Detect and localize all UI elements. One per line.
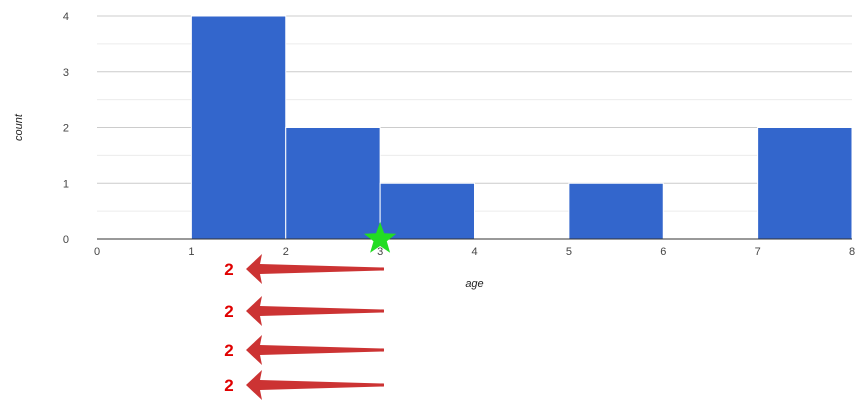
histogram-bar	[285, 127, 381, 240]
x-tick-label: 7	[755, 246, 761, 258]
bars	[190, 15, 853, 240]
x-tick-label: 2	[283, 246, 289, 258]
y-tick-labels: 0 1 2 3 4	[63, 11, 69, 246]
left-arrow-icon	[246, 370, 384, 400]
arrow-label: 2	[224, 376, 233, 395]
x-tick-label: 8	[849, 246, 855, 258]
x-tick-label: 0	[94, 246, 100, 258]
x-tick-label: 5	[566, 246, 572, 258]
histogram-bar	[568, 182, 664, 240]
annotation-arrows: 2 2 2 2	[224, 254, 384, 400]
histogram-bar	[190, 15, 287, 240]
arrow-annotation: 2	[224, 254, 384, 284]
y-tick-label: 1	[63, 178, 69, 190]
x-tick-label: 4	[471, 246, 477, 258]
left-arrow-icon	[246, 335, 384, 365]
arrow-label: 2	[224, 302, 233, 321]
x-tick-label: 3	[377, 246, 383, 258]
x-tick-label: 1	[188, 246, 194, 258]
x-tick-label: 6	[660, 246, 666, 258]
star-marker	[364, 222, 397, 253]
arrow-annotation: 2	[224, 370, 384, 400]
x-axis-title: age	[465, 278, 483, 290]
arrow-annotation: 2	[224, 335, 384, 365]
histogram-bar	[379, 182, 475, 240]
x-tick-labels: 0 1 2 3 4 5 6 7 8	[94, 246, 855, 258]
y-tick-label: 2	[63, 123, 69, 135]
arrow-annotation: 2	[224, 296, 384, 326]
left-arrow-icon	[246, 254, 384, 284]
y-tick-label: 4	[63, 11, 69, 23]
arrow-label: 2	[224, 341, 233, 360]
histogram-bar	[757, 127, 853, 240]
y-tick-label: 3	[63, 67, 69, 79]
y-tick-label: 0	[63, 234, 69, 246]
left-arrow-icon	[246, 296, 384, 326]
arrow-label: 2	[224, 260, 233, 279]
y-axis-title: count	[13, 113, 25, 141]
